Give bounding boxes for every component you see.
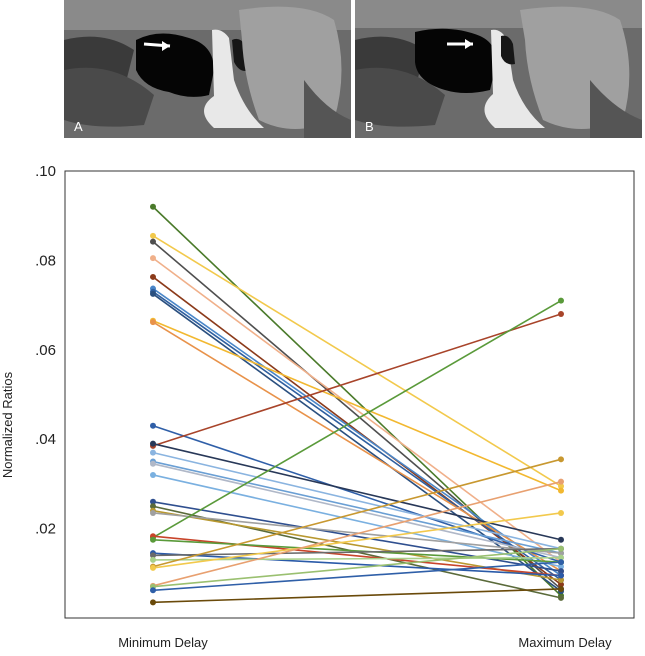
data-point <box>150 238 156 245</box>
y-axis-label: Normalized Ratios <box>0 371 15 478</box>
series-line <box>152 588 562 604</box>
x-tick-label: Minimum Delay <box>118 635 208 650</box>
data-point <box>150 449 156 456</box>
line-chart: .02 .04 .06 .08 .10 Minimum Delay Maximum Del… <box>0 163 635 650</box>
series-points <box>150 203 564 606</box>
data-point <box>150 460 156 467</box>
series-line <box>152 320 562 492</box>
data-point <box>150 422 156 429</box>
data-point <box>150 232 156 239</box>
y-tick-label: .02 <box>35 521 56 538</box>
data-point <box>150 255 156 262</box>
x-tick-label: Maximum Delay <box>518 635 612 650</box>
data-point <box>558 487 564 494</box>
y-tick-label: .06 <box>35 342 56 359</box>
y-tick-label: .10 <box>35 163 56 180</box>
series-line <box>152 235 562 487</box>
data-point <box>150 587 156 594</box>
data-point <box>558 585 564 592</box>
data-point <box>150 319 156 326</box>
series-line <box>152 512 562 569</box>
data-point <box>558 509 564 516</box>
series-line <box>152 425 562 563</box>
series-line <box>152 321 562 572</box>
data-point <box>558 483 564 490</box>
data-point <box>150 599 156 606</box>
panel-label-a: A <box>74 119 83 134</box>
data-point <box>150 564 156 571</box>
series-line <box>152 451 562 550</box>
data-point <box>150 440 156 447</box>
series-line <box>152 552 562 577</box>
series-line <box>152 299 562 539</box>
data-point <box>558 594 564 601</box>
series-line <box>152 480 562 587</box>
series-line <box>152 561 562 592</box>
data-point <box>150 503 156 510</box>
data-point <box>150 556 156 563</box>
series-line <box>152 474 562 568</box>
series-line <box>152 313 562 447</box>
data-point <box>558 478 564 485</box>
plot-frame <box>64 170 635 619</box>
mri-scan-image-b <box>355 0 642 138</box>
y-tick-label: .08 <box>35 252 56 269</box>
y-axis: .02 .04 .06 .08 .10 <box>35 163 56 538</box>
panel-label-b: B <box>365 119 374 134</box>
series-line <box>152 442 562 541</box>
series-line <box>152 458 562 568</box>
data-point <box>558 545 564 552</box>
data-point <box>150 290 156 297</box>
data-point <box>558 297 564 304</box>
series-line <box>152 547 562 557</box>
data-point <box>558 563 564 570</box>
data-point <box>558 311 564 318</box>
data-point <box>558 568 564 575</box>
y-tick-label: .04 <box>35 431 56 448</box>
data-point <box>150 273 156 280</box>
series-line <box>152 463 562 559</box>
data-point <box>150 509 156 516</box>
series-lines <box>152 206 562 604</box>
data-point <box>150 552 156 559</box>
data-point <box>558 554 564 561</box>
series-line <box>152 547 562 588</box>
series-line <box>152 276 562 586</box>
data-point <box>558 577 564 584</box>
series-line <box>152 257 562 563</box>
data-point <box>558 559 564 566</box>
data-point <box>150 203 156 210</box>
data-point <box>558 581 564 588</box>
series-line <box>152 500 562 572</box>
data-point <box>150 536 156 543</box>
data-point <box>558 536 564 543</box>
mri-panel-a: A <box>64 0 351 138</box>
series-line <box>152 287 562 577</box>
data-point <box>150 471 156 478</box>
mri-scan-image-a <box>64 0 351 138</box>
data-point <box>150 498 156 505</box>
x-axis: Minimum Delay Maximum Delay <box>118 635 612 650</box>
data-point <box>558 456 564 463</box>
mri-panel-b: B <box>355 0 642 138</box>
data-point <box>558 572 564 579</box>
data-point <box>558 550 564 557</box>
series-line <box>152 460 562 554</box>
